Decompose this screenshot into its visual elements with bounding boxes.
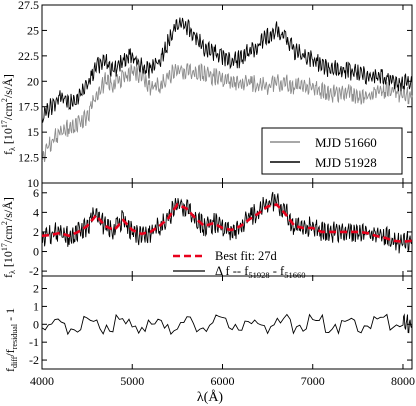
- y-tick-label-1-1: 0: [33, 245, 39, 259]
- y-tick-label-1-2: 2: [33, 225, 39, 239]
- y-tick-label-0-2: 15: [27, 125, 39, 139]
- x-tick-label-3: 7000: [301, 374, 325, 388]
- chart-marks: [41, 17, 413, 336]
- y-tick-label-0-3: 17.5: [18, 100, 39, 114]
- y-tick-label-1-3: 4: [33, 205, 39, 219]
- x-tick-label-4: 8000: [391, 374, 415, 388]
- series-line-1-0: [41, 191, 413, 254]
- bottom-y-axis-label: fdiff/fresidual - 1: [3, 308, 19, 372]
- legend-label-best-fit: Best fit: 27d: [215, 249, 278, 263]
- y-tick-label-0-0: 10: [27, 176, 39, 190]
- series-line-2-0: [41, 313, 413, 336]
- y-tick-label-1-4: 6: [33, 186, 39, 200]
- series-line-1-1: [41, 202, 412, 243]
- middle-legend: Best fit: 27d Δ f -- f51928 - f51660: [172, 248, 342, 280]
- y-tick-label-0-1: 12.5: [18, 151, 39, 165]
- x-tick-label-0: 4000: [30, 374, 54, 388]
- x-tick-label-1: 5000: [120, 374, 144, 388]
- legend-label-delta-f: Δ f -- f51928 - f51660: [215, 264, 305, 280]
- y-tick-label-0-6: 25: [27, 23, 39, 37]
- middle-y-axis-label: fλ [1017/cm2/s/Å]: [0, 197, 17, 278]
- series-line-0-0: [41, 62, 413, 163]
- y-tick-label-2-4: 2: [33, 282, 39, 296]
- y-tick-label-0-4: 20: [27, 74, 39, 88]
- y-tick-label-2-2: 0: [33, 317, 39, 331]
- y-tick-label-2-0: -2: [29, 353, 39, 367]
- legend-label-mjd51928: MJD 51928: [315, 155, 377, 170]
- x-tick-label-2: 6000: [210, 374, 234, 388]
- y-tick-label-2-3: 1: [33, 299, 39, 313]
- top-legend: MJD 51660 MJD 51928: [261, 127, 403, 175]
- y-tick-label-0-5: 22.5: [18, 49, 39, 63]
- axis-ticks: 10 12.5 15 17.5 20 22.5 25 27.5 -2 0 2 4 6 -2 -1 0 1 2 400…: [18, 0, 415, 388]
- y-tick-label-0-7: 27.5: [18, 0, 39, 12]
- bottom-panel-frame: [41, 275, 413, 370]
- top-legend-box: [261, 127, 403, 175]
- top-y-axis-label: fλ [1017/cm2/s/Å]: [0, 74, 17, 155]
- y-tick-label-1-0: -2: [29, 264, 39, 278]
- legend-label-mjd51660: MJD 51660: [315, 135, 377, 150]
- series-line-0-1: [41, 17, 413, 123]
- y-tick-label-2-1: -1: [29, 335, 39, 349]
- x-axis-label: λ(Å): [197, 389, 224, 405]
